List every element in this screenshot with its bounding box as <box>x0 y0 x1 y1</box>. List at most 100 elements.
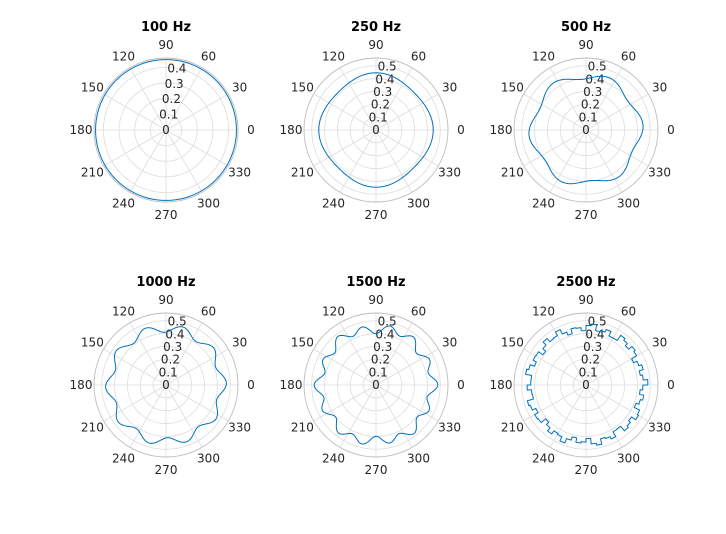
theta-tick-label: 300 <box>617 197 640 211</box>
series-line <box>105 326 227 444</box>
theta-grid-line <box>313 93 377 131</box>
theta-tick-label: 60 <box>411 304 426 318</box>
theta-grid-line <box>375 67 413 131</box>
r-tick-label: 0.4 <box>375 327 394 341</box>
theta-grid-line <box>339 129 377 193</box>
theta-tick-label: 330 <box>228 421 251 435</box>
theta-grid-line <box>129 129 167 193</box>
theta-tick-label: 330 <box>648 166 671 180</box>
theta-tick-label: 60 <box>411 49 426 63</box>
theta-grid-line <box>165 129 203 193</box>
theta-tick-label: 270 <box>365 208 388 222</box>
r-tick-label: 0.2 <box>581 98 600 112</box>
theta-grid-line <box>375 93 439 131</box>
theta-tick-label: 180 <box>280 123 303 137</box>
theta-tick-label: 90 <box>368 293 383 307</box>
series-line <box>318 72 434 188</box>
theta-tick-label: 330 <box>438 421 461 435</box>
theta-grid-line <box>523 129 587 167</box>
theta-tick-label: 330 <box>228 166 251 180</box>
polar-axis-boundary <box>303 57 449 203</box>
theta-tick-label: 300 <box>197 197 220 211</box>
theta-tick-label: 90 <box>158 293 173 307</box>
theta-tick-label: 210 <box>81 421 104 435</box>
r-tick-label: 0.4 <box>165 327 184 341</box>
theta-tick-label: 120 <box>112 49 135 63</box>
r-tick-label: 0.2 <box>161 353 180 367</box>
theta-grid-line <box>339 322 377 386</box>
polar-axis-boundary <box>513 57 659 203</box>
theta-tick-label: 90 <box>578 38 593 52</box>
theta-grid-line <box>103 129 167 167</box>
polar-axes-3: 500 Hz030609012015018021024027030033000.… <box>490 20 675 222</box>
r-tick-label: 0.5 <box>588 60 607 74</box>
polar-axis-boundary <box>93 312 239 458</box>
r-tick-label: 0 <box>162 378 170 392</box>
r-tick-label: 0.5 <box>168 315 187 329</box>
theta-grid-line <box>313 348 377 386</box>
polar-axes-6: 2500 Hz030609012015018021024027030033000… <box>490 275 675 477</box>
theta-tick-label: 210 <box>501 421 524 435</box>
polar-axis-boundary <box>513 312 659 458</box>
theta-tick-label: 210 <box>291 421 314 435</box>
series-line <box>525 323 649 446</box>
theta-tick-label: 150 <box>81 336 104 350</box>
theta-tick-label: 180 <box>280 378 303 392</box>
theta-tick-label: 150 <box>501 81 524 95</box>
theta-grid-line <box>523 348 587 386</box>
theta-grid-line <box>585 129 623 193</box>
theta-grid-line <box>585 322 623 386</box>
r-tick-label: 0.3 <box>583 85 602 99</box>
theta-tick-label: 240 <box>532 197 555 211</box>
theta-grid-line <box>103 348 167 386</box>
theta-grid-line <box>103 384 167 422</box>
theta-grid-line <box>375 322 413 386</box>
theta-tick-label: 270 <box>575 463 598 477</box>
theta-tick-label: 210 <box>81 166 104 180</box>
theta-tick-label: 30 <box>232 81 247 95</box>
theta-tick-label: 150 <box>81 81 104 95</box>
theta-grid-line <box>549 67 587 131</box>
r-tick-label: 0.2 <box>162 92 181 106</box>
theta-grid-line <box>523 384 587 422</box>
theta-tick-label: 240 <box>112 452 135 466</box>
r-tick-label: 0.1 <box>369 110 388 124</box>
theta-grid-line <box>549 384 587 448</box>
series-line <box>528 75 644 185</box>
theta-tick-label: 30 <box>442 81 457 95</box>
r-tick-label: 0.5 <box>378 315 397 329</box>
theta-tick-label: 270 <box>575 208 598 222</box>
theta-tick-label: 120 <box>532 49 555 63</box>
theta-tick-label: 0 <box>247 123 255 137</box>
r-tick-label: 0.2 <box>371 98 390 112</box>
theta-grid-line <box>103 93 167 131</box>
theta-grid-line <box>313 129 377 167</box>
theta-tick-label: 30 <box>442 336 457 350</box>
r-tick-label: 0.4 <box>585 72 604 86</box>
theta-tick-label: 210 <box>291 166 314 180</box>
series-line <box>95 59 237 201</box>
r-tick-label: 0.4 <box>585 327 604 341</box>
theta-tick-label: 120 <box>322 304 345 318</box>
theta-tick-label: 90 <box>158 38 173 52</box>
theta-tick-label: 150 <box>291 81 314 95</box>
polar-axes-5: 1500 Hz030609012015018021024027030033000… <box>280 275 465 477</box>
theta-grid-line <box>375 384 413 448</box>
theta-tick-label: 150 <box>291 336 314 350</box>
theta-tick-label: 60 <box>201 49 216 63</box>
r-tick-label: 0.3 <box>373 85 392 99</box>
theta-tick-label: 0 <box>667 378 675 392</box>
theta-grid-line <box>375 384 439 422</box>
theta-grid-line <box>129 384 167 448</box>
theta-tick-label: 30 <box>232 336 247 350</box>
theta-tick-label: 330 <box>438 166 461 180</box>
theta-tick-label: 180 <box>490 123 513 137</box>
theta-tick-label: 0 <box>457 123 465 137</box>
r-tick-label: 0.1 <box>579 110 598 124</box>
theta-tick-label: 240 <box>322 452 345 466</box>
chart-title: 100 Hz <box>141 20 191 35</box>
theta-grid-line <box>165 322 203 386</box>
theta-tick-label: 180 <box>70 378 93 392</box>
theta-tick-label: 300 <box>617 452 640 466</box>
theta-grid-line <box>313 384 377 422</box>
